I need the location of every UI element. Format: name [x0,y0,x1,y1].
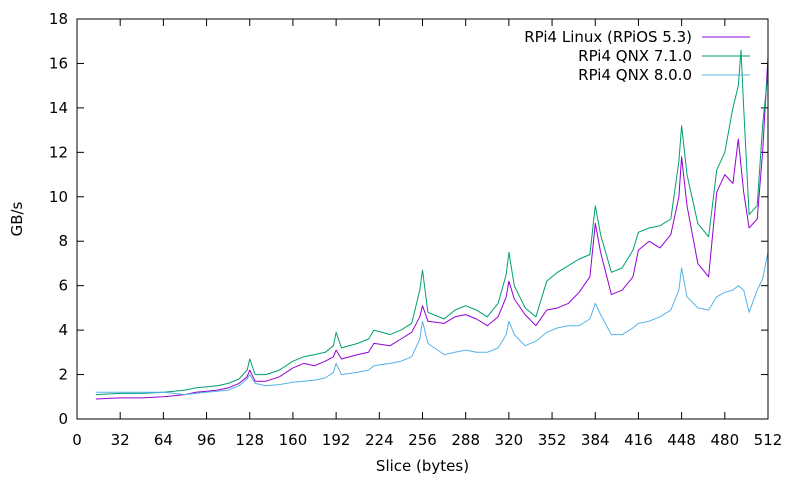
x-axis-label: Slice (bytes) [376,457,469,475]
x-tick-label: 480 [710,431,739,449]
x-tick-label: 320 [495,431,524,449]
x-axis-ticks: 0 32 64 96 128 160 192 224 256 288 320 352 384 416 448… [72,19,782,449]
y-axis-ticks: 0 2 4 6 8 10 12 14 16 18 [49,10,768,428]
y-tick-label: 12 [49,143,68,161]
y-tick-label: 4 [58,321,68,339]
x-tick-label: 192 [322,431,351,449]
x-tick-label: 128 [235,431,264,449]
legend-label-0: RPi4 Linux (RPiOS 5.3) [524,28,692,46]
x-tick-label: 224 [365,431,394,449]
y-tick-label: 14 [49,99,68,117]
y-tick-label: 2 [58,366,68,384]
x-tick-label: 448 [667,431,696,449]
x-tick-label: 96 [197,431,216,449]
x-tick-label: 64 [154,431,173,449]
x-tick-label: 288 [451,431,480,449]
x-tick-label: 32 [111,431,130,449]
y-tick-label: 16 [49,54,68,72]
x-tick-label: 384 [581,431,610,449]
legend: RPi4 Linux (RPiOS 5.3)RPi4 QNX 7.1.0RPi4… [524,28,750,84]
y-tick-label: 6 [58,277,68,295]
series-line-1 [95,49,769,396]
series-layer [95,49,769,400]
y-tick-label: 0 [58,410,68,428]
plot-frame [76,18,769,420]
y-tick-label: 18 [49,10,68,28]
legend-label-2: RPi4 QNX 8.0.0 [578,66,692,84]
x-tick-label: 160 [279,431,308,449]
x-tick-label: 416 [624,431,653,449]
y-axis-label: GB/s [8,201,26,236]
x-tick-label: 256 [408,431,437,449]
series-line-0 [95,56,769,400]
legend-label-1: RPi4 QNX 7.1.0 [578,47,692,65]
x-tick-label: 352 [538,431,567,449]
series-line-2 [95,252,769,396]
y-tick-label: 8 [58,232,68,250]
x-tick-label: 0 [72,431,82,449]
x-tick-label: 512 [754,431,783,449]
y-tick-label: 10 [49,188,68,206]
